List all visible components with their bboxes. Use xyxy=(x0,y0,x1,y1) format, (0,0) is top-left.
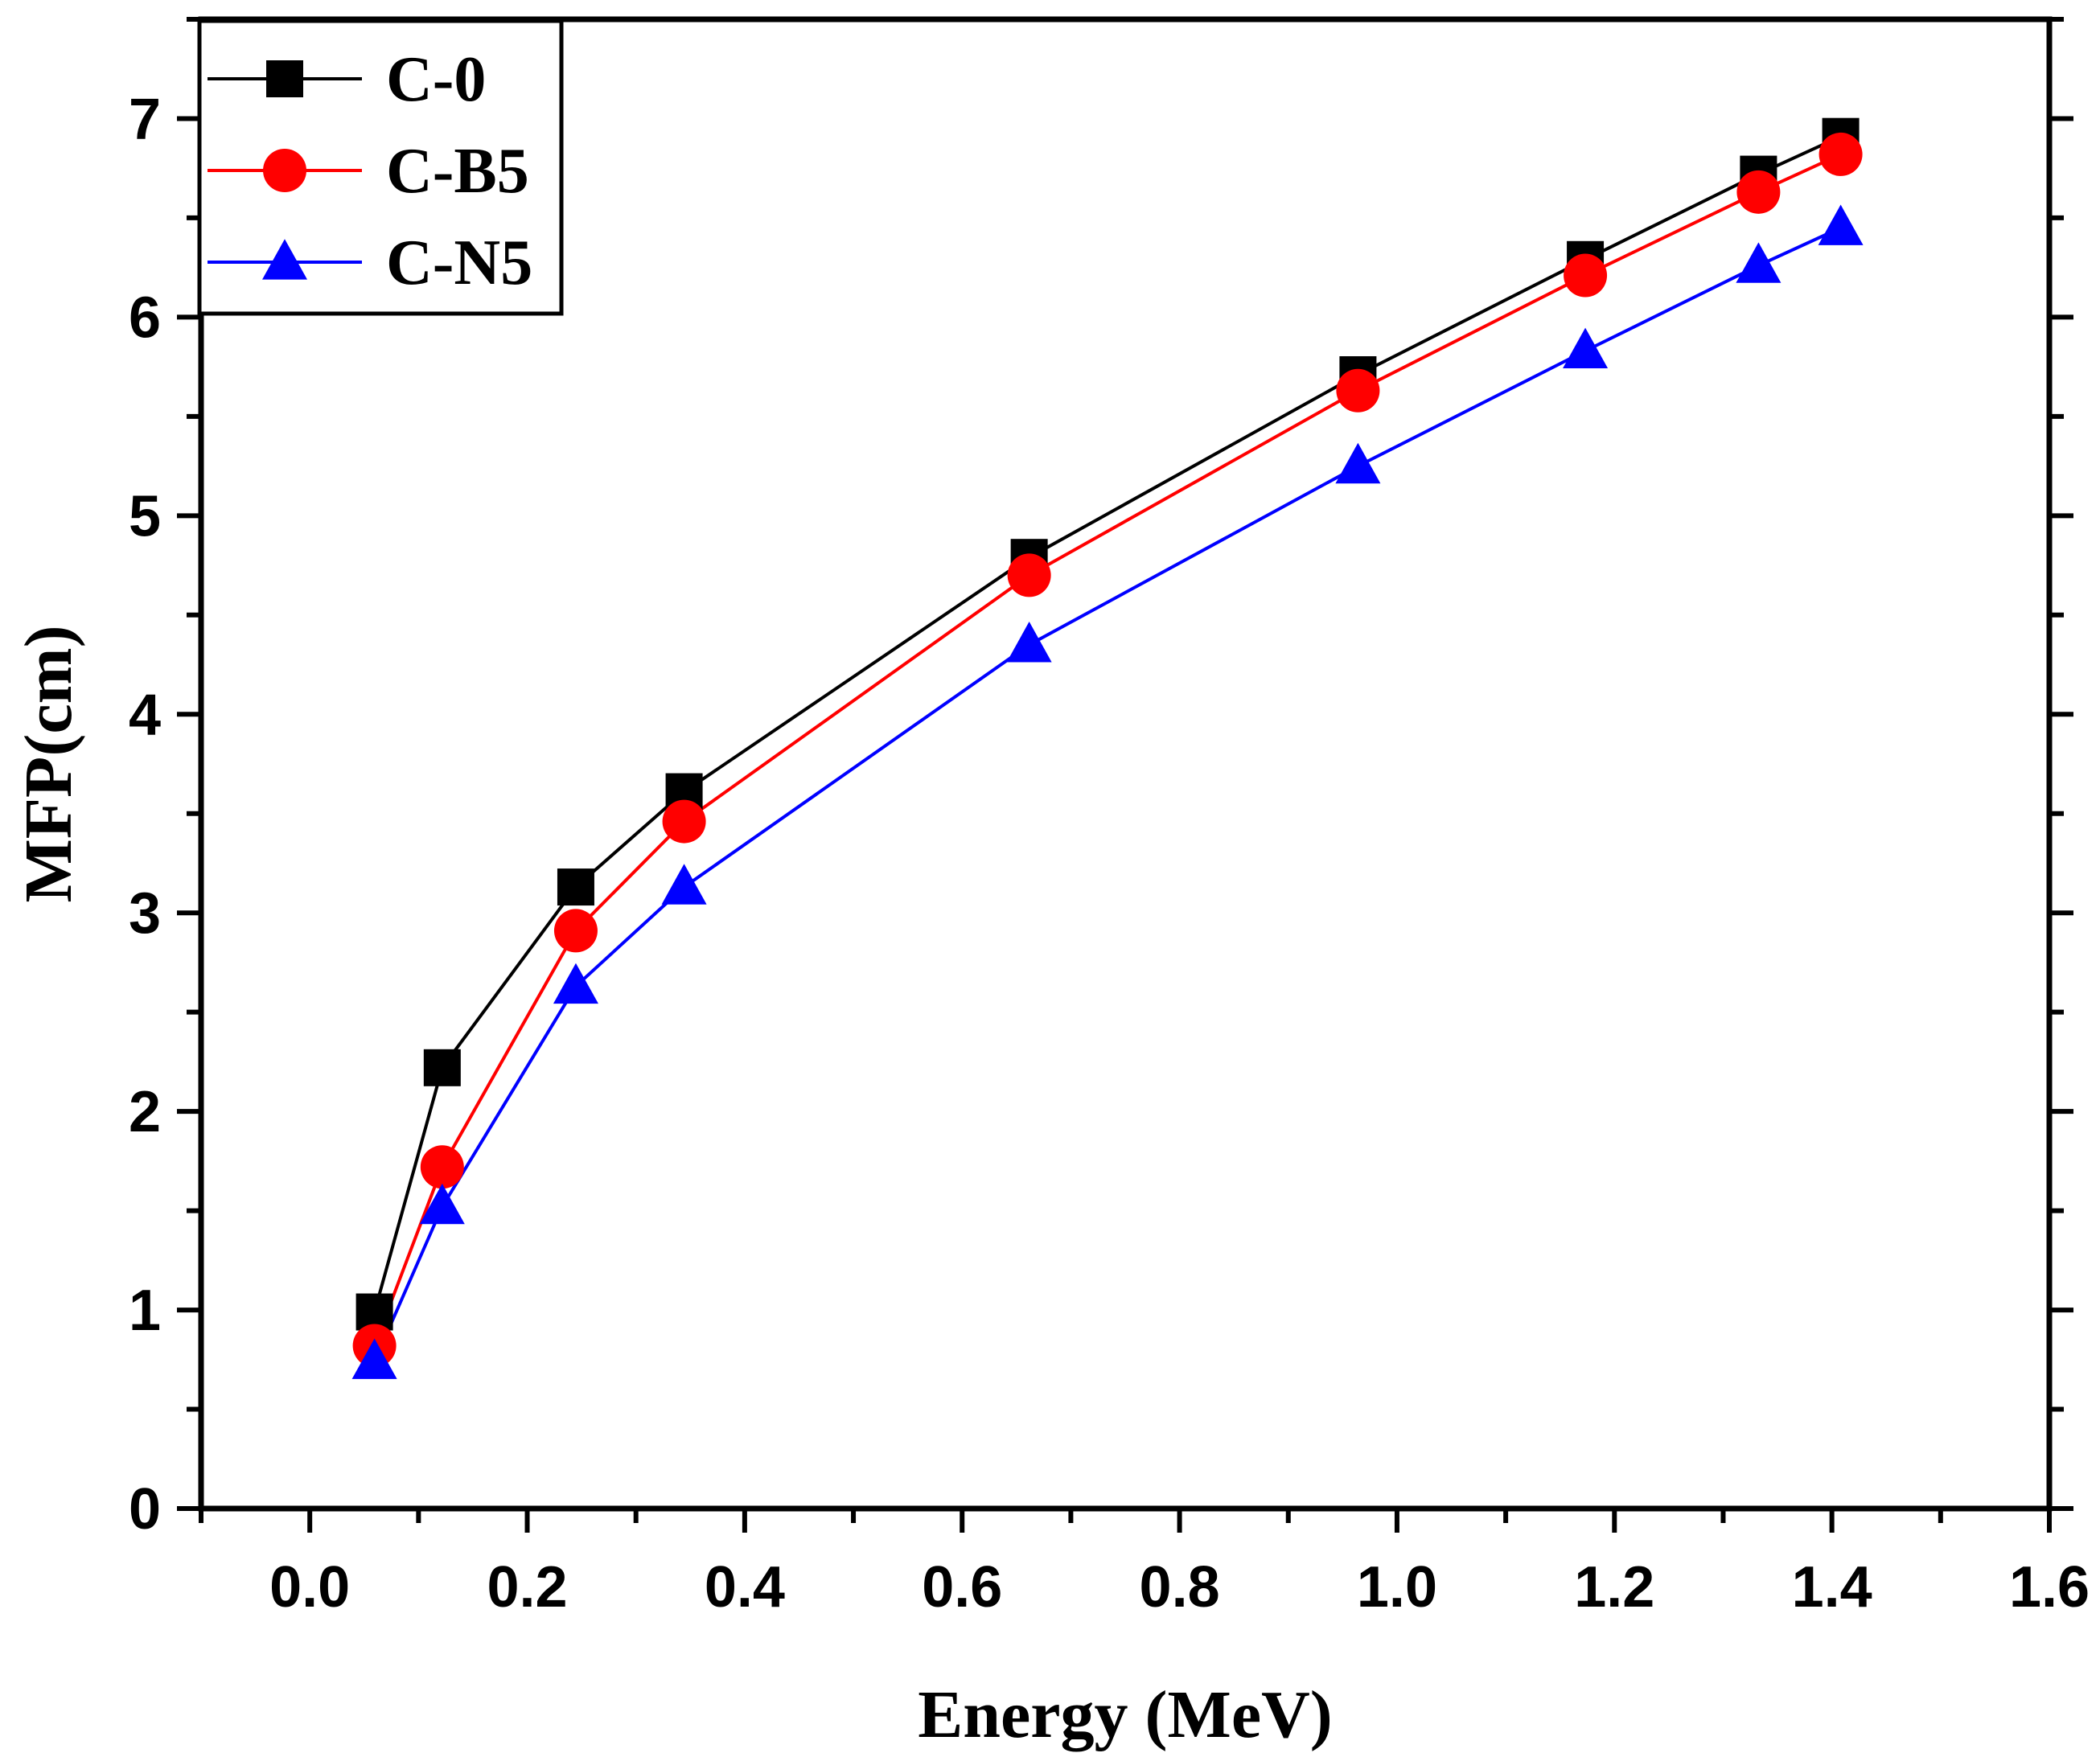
x-tick-label: 1.0 xyxy=(1357,1555,1437,1620)
data-point-c-b5 xyxy=(662,799,706,844)
y-tick-label: 1 xyxy=(129,1279,161,1343)
data-point-c-0 xyxy=(557,868,594,906)
x-tick-label: 1.6 xyxy=(2009,1555,2090,1620)
x-tick-label: 0.0 xyxy=(269,1555,350,1620)
y-tick-label: 0 xyxy=(129,1477,161,1542)
data-point-c-n5 xyxy=(419,1183,465,1225)
data-point-c-n5 xyxy=(1818,204,1864,245)
data-point-c-b5 xyxy=(1564,253,1608,298)
y-tick-label: 3 xyxy=(129,881,161,946)
x-tick-label: 0.2 xyxy=(487,1555,567,1620)
data-point-c-n5 xyxy=(1563,327,1609,368)
x-tick-label: 0.8 xyxy=(1140,1555,1220,1620)
data-point-c-n5 xyxy=(553,963,598,1004)
data-point-c-n5 xyxy=(661,864,707,905)
legend: C-0 C-B5 C-N5 xyxy=(197,18,564,316)
x-tick-label: 1.2 xyxy=(1574,1555,1654,1620)
x-tick-label: 0.6 xyxy=(922,1555,1002,1620)
y-tick-label: 5 xyxy=(129,484,161,548)
y-tick-label: 2 xyxy=(129,1080,161,1144)
data-point-c-b5 xyxy=(420,1145,464,1189)
y-tick-label: 7 xyxy=(129,87,161,151)
legend-marker-c-b5 xyxy=(263,149,306,192)
y-tick-label: 4 xyxy=(129,683,161,747)
data-point-c-n5 xyxy=(1006,622,1052,663)
x-axis-title: Energy (MeV) xyxy=(918,1677,1332,1752)
data-point-c-b5 xyxy=(1818,132,1863,176)
legend-marker-c-0 xyxy=(266,60,303,97)
data-point-c-b5 xyxy=(553,909,598,953)
series-markers xyxy=(351,117,1864,1379)
legend-label-c-b5: C-B5 xyxy=(386,136,529,207)
legend-label-c-0: C-0 xyxy=(386,44,486,115)
data-point-c-n5 xyxy=(351,1338,397,1379)
legend-label-c-n5: C-N5 xyxy=(386,228,532,298)
y-axis-title: MFP(cm) xyxy=(11,625,86,902)
data-point-c-b5 xyxy=(1736,170,1781,214)
x-tick-label: 0.4 xyxy=(705,1555,785,1620)
plot-frame xyxy=(198,16,2053,1512)
data-point-c-n5 xyxy=(1736,242,1782,283)
y-tick-label: 6 xyxy=(129,285,161,350)
x-tick-label: 1.4 xyxy=(1792,1555,1872,1620)
data-point-c-0 xyxy=(423,1049,461,1086)
legend-marker-c-n5 xyxy=(262,239,307,280)
data-point-c-b5 xyxy=(1336,368,1380,413)
legend-box xyxy=(197,18,564,316)
axes: 0.0 0.2 0.4 0.6 0.8 1.0 1.2 1.4 1.6 0 1 2 3 4 5 6 7 xyxy=(129,16,2090,1620)
data-point-c-b5 xyxy=(1007,553,1051,597)
data-point-c-n5 xyxy=(1335,442,1381,484)
